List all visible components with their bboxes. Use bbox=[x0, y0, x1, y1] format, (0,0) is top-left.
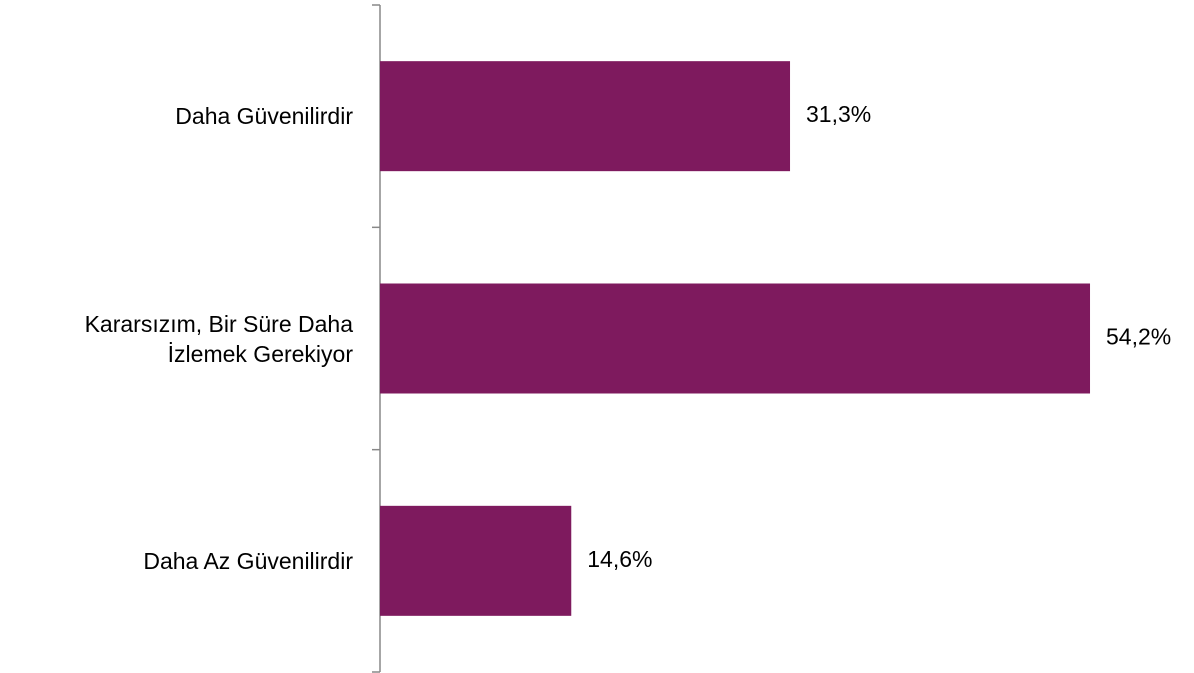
category-label: Daha Güvenilirdir bbox=[175, 103, 353, 130]
category-label: Kararsızım, Bir Süre Daha İzlemek Gereki… bbox=[84, 310, 353, 367]
value-label: 31,3% bbox=[806, 101, 871, 127]
value-label: 54,2% bbox=[1106, 324, 1171, 350]
value-label: 14,6% bbox=[587, 546, 652, 572]
bar bbox=[380, 61, 791, 172]
bar bbox=[380, 505, 572, 616]
bar bbox=[380, 283, 1091, 394]
category-label: Daha Az Güvenilirdir bbox=[143, 547, 353, 574]
